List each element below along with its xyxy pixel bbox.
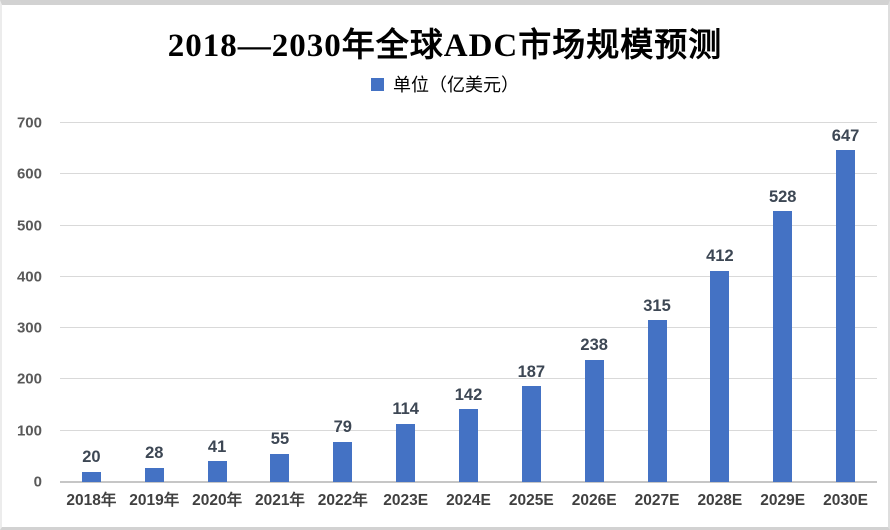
bar-value-label: 528 [768, 187, 797, 206]
bar [773, 211, 793, 482]
bar [710, 270, 730, 482]
bar-slot: 412 [688, 123, 751, 482]
bar-slot: 315 [626, 123, 689, 482]
legend-label: 单位（亿美元） [393, 75, 519, 95]
bar-value-label: 79 [333, 418, 352, 436]
bar-slot: 41 [186, 123, 249, 482]
bar-slot: 79 [311, 123, 374, 482]
bar [333, 441, 353, 482]
y-tick-label: 300 [16, 319, 42, 337]
gridline [60, 173, 877, 175]
bar-value-label: 28 [145, 444, 164, 463]
bar [836, 150, 856, 482]
bar [207, 461, 227, 482]
legend-swatch-icon [371, 77, 384, 91]
bar-value-label: 647 [831, 126, 860, 145]
x-tick-label: 2028E [697, 492, 743, 509]
chart-title: 2018—2030年全球ADC市场规模预测 [167, 28, 723, 64]
x-tick-label: 2020年 [192, 492, 243, 509]
gridline [60, 378, 877, 380]
x-tick-label: 2029E [760, 492, 806, 509]
y-tick-label: 200 [16, 370, 42, 388]
bar-value-label: 142 [454, 385, 483, 404]
bar [81, 471, 101, 482]
y-tick-label: 400 [16, 268, 42, 286]
bar-value-label: 315 [643, 296, 671, 315]
y-axis-tick-labels: 0 100 200 300 400 500 600 700 [2, 116, 52, 490]
x-axis-line [60, 481, 877, 483]
x-tick-label: 2022年 [317, 492, 368, 509]
x-tick-label: 2025E [508, 492, 554, 509]
bar [270, 453, 290, 482]
bar [458, 409, 478, 482]
bar [584, 359, 604, 482]
gridline [60, 122, 877, 123]
x-axis-tick-labels: 2018年 2019年 2020年 2021年 2022年 2023E 2024E 2025E… [60, 492, 877, 511]
y-tick-label: 500 [16, 217, 42, 235]
bar-slot: 142 [437, 123, 500, 482]
bar-value-label: 412 [706, 247, 734, 266]
x-tick-label: 2018年 [66, 492, 117, 509]
bar-slot: 114 [374, 123, 437, 482]
bar-slot: 647 [814, 123, 877, 482]
x-tick-label: 2019年 [129, 492, 180, 509]
bar-slot: 28 [123, 123, 186, 482]
bar [647, 320, 667, 482]
x-tick-label: 2023E [383, 492, 429, 509]
y-tick-label: 0 [33, 473, 42, 491]
x-tick-label: 2030E [823, 492, 868, 509]
y-tick-label: 600 [16, 165, 42, 183]
gridline [60, 224, 877, 226]
bar [396, 423, 416, 482]
x-tick-label: 2027E [634, 492, 680, 509]
bar-value-label: 187 [517, 362, 546, 381]
bar-value-label: 20 [82, 448, 101, 467]
x-tick-label: 2024E [446, 492, 491, 509]
bar-slot: 187 [500, 123, 563, 482]
bar-value-label: 238 [580, 336, 608, 355]
bar-value-label: 41 [207, 437, 227, 456]
bar-series: 20 28 41 55 79 114 142 187 238 315 412 528 647 [60, 123, 877, 482]
bar-slot: 55 [249, 123, 312, 482]
gridline [60, 327, 877, 329]
plot-area: 20 28 41 55 79 114 142 187 238 315 412 528 647 [60, 122, 877, 483]
y-tick-label: 100 [16, 422, 42, 440]
gridline [60, 275, 877, 277]
x-tick-label: 2021年 [254, 492, 305, 509]
bar-slot: 528 [751, 123, 814, 482]
bar-slot: 20 [60, 123, 123, 482]
bar [144, 467, 164, 482]
legend: 单位（亿美元） [2, 71, 888, 97]
y-tick-label: 700 [16, 114, 42, 132]
bar-slot: 238 [563, 123, 626, 482]
x-tick-label: 2026E [571, 492, 617, 509]
bar-value-label: 55 [270, 430, 290, 449]
bar [521, 386, 541, 482]
bar-value-label: 114 [392, 400, 419, 418]
